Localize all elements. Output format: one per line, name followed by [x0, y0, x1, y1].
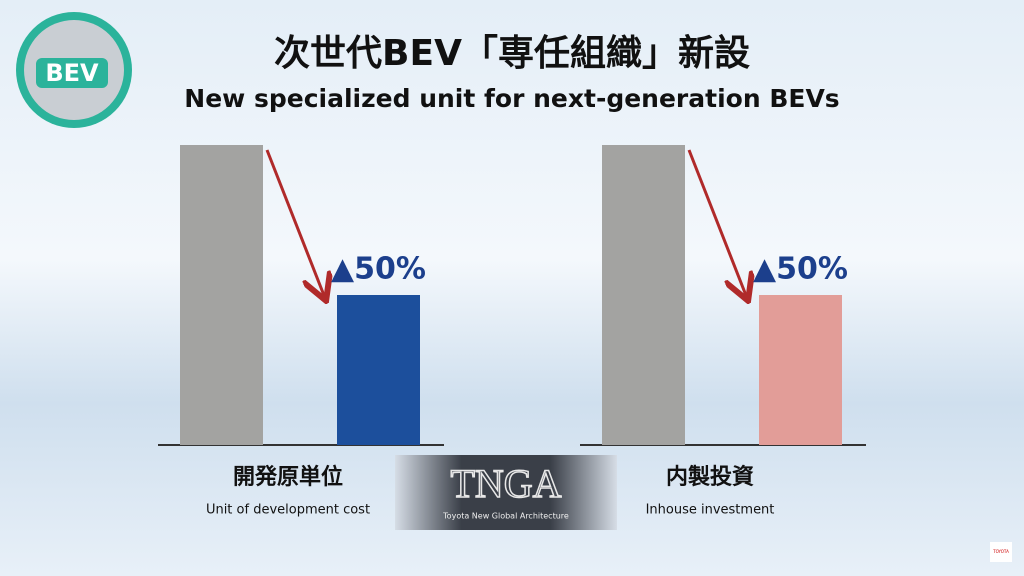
annotation: ▲50%	[753, 252, 848, 287]
badge-text: BEV	[45, 59, 99, 87]
title: 次世代BEV「専任組織」新設	[274, 33, 750, 74]
logo-mark: TNGA	[450, 461, 561, 506]
logo-caption: Toyota New Global Architecture	[442, 512, 569, 521]
chart-title: 内製投資	[666, 464, 754, 490]
arrow	[265, 149, 325, 298]
logo-box	[395, 455, 617, 530]
annotation: ▲50%	[331, 252, 426, 287]
chart-title: 開発原単位	[233, 464, 343, 490]
arrow	[687, 149, 747, 298]
bar	[337, 295, 420, 445]
subtitle: New specialized unit for next-generation…	[184, 84, 839, 113]
chart-subtitle: Unit of development cost	[206, 503, 370, 518]
corner-box	[990, 542, 1012, 562]
bar	[759, 295, 842, 445]
badge-plate	[36, 58, 108, 88]
bar	[602, 145, 685, 445]
bar	[180, 145, 263, 445]
corner-logo: TOYOTA	[992, 549, 1009, 554]
chart-subtitle: Inhouse investment	[646, 503, 775, 518]
